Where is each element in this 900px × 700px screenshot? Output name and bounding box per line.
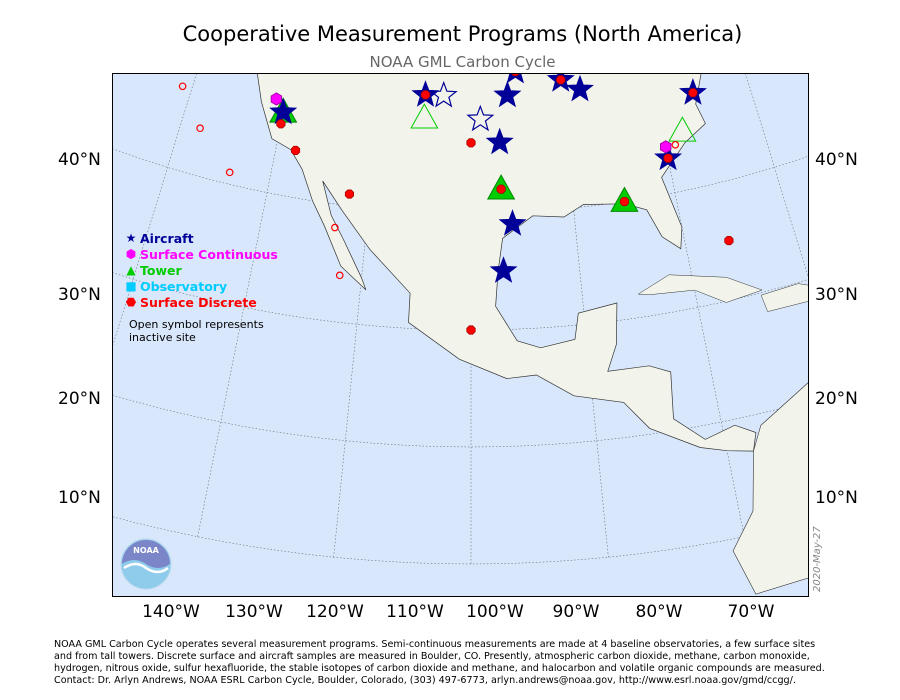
discrete-marker-inactive <box>225 168 234 177</box>
map-subtitle: NOAA GML Carbon Cycle <box>369 53 556 71</box>
aircraft-marker <box>565 74 594 102</box>
lon-label-80w: 80°W <box>635 602 683 622</box>
aircraft-marker <box>506 74 525 84</box>
inactive-note-line1: Open symbol represents <box>129 318 264 331</box>
discrete-marker-inactive <box>178 82 187 91</box>
footer-line-1: NOAA GML Carbon Cycle operates several m… <box>54 639 816 650</box>
map-frame <box>112 73 809 597</box>
lat-label-30-left: 30°N <box>58 285 101 305</box>
legend-aircraft-label: Aircraft <box>140 230 194 246</box>
discrete-marker-inactive <box>331 223 339 232</box>
lon-label-90w: 90°W <box>552 602 600 622</box>
discrete-marker <box>291 145 301 155</box>
discrete-marker <box>619 197 629 207</box>
continuous-marker <box>270 92 283 106</box>
discrete-marker <box>511 74 520 77</box>
aircraft-marker <box>498 209 527 236</box>
lon-label-100w: 100°W <box>466 602 524 622</box>
lon-label-70w: 70°W <box>727 602 775 622</box>
north-america-land <box>257 74 757 452</box>
footer-line-4: Contact: Dr. Arlyn Andrews, NOAA ESRL Ca… <box>54 675 796 686</box>
lat-label-10-right: 10°N <box>815 488 858 508</box>
lon-label-120w: 120°W <box>306 602 364 622</box>
aircraft-marker <box>269 97 298 125</box>
legend-observatory-label: Observatory <box>140 278 228 294</box>
legend-aircraft: ★ Aircraft <box>122 230 278 246</box>
discrete-marker-inactive <box>671 140 680 149</box>
lat-label-30-right: 30°N <box>815 285 858 305</box>
lon-label-110w: 110°W <box>386 602 444 622</box>
lat-label-40-right: 40°N <box>815 150 858 170</box>
legend-tower: ▲ Tower <box>122 262 278 278</box>
footer-line-3: hydrogen, nitrous oxide, sulfur hexafluo… <box>54 663 825 674</box>
discrete-marker <box>688 88 698 98</box>
lat-label-10-left: 10°N <box>58 488 101 508</box>
measurement-sites <box>178 74 734 335</box>
legend-surface-continuous-label: Surface Continuous <box>140 246 278 262</box>
star-icon: ★ <box>125 231 137 245</box>
legend-observatory: ■ Observatory <box>122 278 278 294</box>
discrete-marker-inactive <box>335 271 344 280</box>
aircraft-marker-inactive <box>466 104 495 132</box>
tower-marker-inactive <box>668 116 697 142</box>
discrete-marker <box>466 138 476 148</box>
lat-label-20-right: 20°N <box>815 389 858 409</box>
legend-surface-discrete-label: Surface Discrete <box>140 294 257 310</box>
discrete-marker <box>420 90 431 100</box>
noaa-logo: NOAA <box>120 538 172 594</box>
lon-label-130w: 130°W <box>225 602 283 622</box>
map-legend: ★ Aircraft ⬢ Surface Continuous ▲ Tower … <box>122 230 278 310</box>
aircraft-marker <box>489 256 518 283</box>
map-title: Cooperative Measurement Programs (North … <box>182 22 743 46</box>
footer-text: NOAA GML Carbon Cycle operates several m… <box>54 639 854 687</box>
square-icon: ■ <box>125 279 137 293</box>
discrete-marker <box>556 75 566 85</box>
meridian-line <box>113 74 214 242</box>
cuba-land <box>637 274 763 303</box>
noaa-emblem-icon <box>120 538 172 590</box>
landmass <box>257 74 808 595</box>
hexagon-icon: ⬢ <box>125 247 137 261</box>
lon-label-140w: 140°W <box>142 602 200 622</box>
south-america-land <box>732 382 808 595</box>
discrete-marker <box>466 325 476 335</box>
continuous-marker <box>660 140 672 154</box>
legend-surface-discrete: ⬣ Surface Discrete <box>122 294 278 310</box>
aircraft-marker <box>493 80 522 108</box>
discrete-marker <box>663 153 673 163</box>
tower-marker-inactive <box>410 103 439 129</box>
inactive-note: Open symbol represents inactive site <box>129 318 299 344</box>
triangle-icon: ▲ <box>126 263 136 277</box>
footer-line-2: and from tall towers. Discrete surface a… <box>54 651 810 662</box>
discrete-marker <box>496 184 506 194</box>
legend-tower-label: Tower <box>140 262 182 278</box>
octagon-icon: ⬣ <box>125 295 137 309</box>
lat-label-20-left: 20°N <box>58 389 101 409</box>
discrete-marker <box>724 236 734 246</box>
aircraft-marker <box>485 127 514 155</box>
legend-surface-continuous: ⬢ Surface Continuous <box>122 246 278 262</box>
map-canvas <box>113 74 808 595</box>
discrete-marker-inactive <box>196 124 204 133</box>
hispaniola-land <box>760 283 808 312</box>
meridian-line <box>113 74 185 149</box>
discrete-marker <box>276 119 286 129</box>
date-stamp: 2020-May-27 <box>812 526 823 592</box>
inactive-note-line2: inactive site <box>129 331 196 344</box>
discrete-marker <box>344 189 354 199</box>
lat-label-40-left: 40°N <box>58 150 101 170</box>
noaa-logo-text: NOAA <box>133 546 159 555</box>
